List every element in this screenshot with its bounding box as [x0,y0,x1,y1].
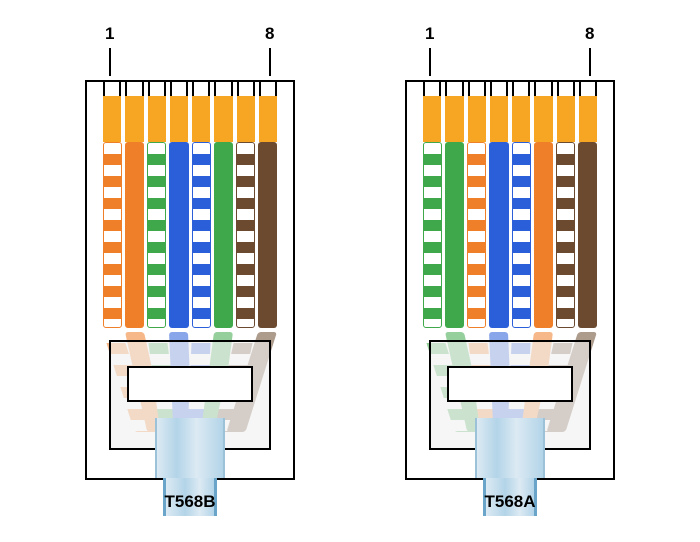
pin-contact [103,82,121,96]
gold-pin [214,96,232,142]
gold-pin [192,96,210,142]
wire-3 [467,142,486,328]
tick-1 [109,48,111,76]
wire-2 [445,142,464,328]
pin-contact [557,82,575,96]
pin-contact [423,82,441,96]
wire-solid [534,142,553,328]
pin-contact [534,82,552,96]
gold-pin [490,96,508,142]
gold-pin-row [103,96,277,142]
wire-1 [103,142,122,328]
wire-1 [423,142,442,328]
wire-4 [489,142,508,328]
connector-t568b: 1 8 T568B [75,20,305,512]
gold-pin [423,96,441,142]
gold-pin [148,96,166,142]
pin-contact [192,82,210,96]
gold-pin [445,96,463,142]
gold-pin-row [423,96,597,142]
gold-pin [103,96,121,142]
wire-solid [169,142,188,328]
wire-5 [512,142,531,328]
wire-area [423,142,597,328]
pin-contact [468,82,486,96]
standard-label: T568A [395,492,625,512]
wire-striped [467,142,486,328]
pin-contact [170,82,188,96]
wire-solid [445,142,464,328]
cable-jacket [155,418,225,478]
gold-pin [259,96,277,142]
tick-8 [269,48,271,76]
pin-contact-row [103,82,277,96]
gold-pin [579,96,597,142]
wire-striped [512,142,531,328]
wire-3 [147,142,166,328]
pin-label-8: 8 [585,24,594,44]
pin-contact [148,82,166,96]
gold-pin [468,96,486,142]
pin-contact-row [423,82,597,96]
wire-7 [556,142,575,328]
wire-solid [125,142,144,328]
wire-striped [423,142,442,328]
rj45-plug [405,80,615,480]
gold-pin [557,96,575,142]
gold-pin [125,96,143,142]
pin-contact [237,82,255,96]
pin-contact [259,82,277,96]
pin-contact [125,82,143,96]
wire-striped [236,142,255,328]
wire-solid [578,142,597,328]
wire-8 [258,142,277,328]
wire-4 [169,142,188,328]
wire-striped [192,142,211,328]
wire-6 [534,142,553,328]
wire-striped [147,142,166,328]
gold-pin [237,96,255,142]
wire-area [103,142,277,328]
wire-5 [192,142,211,328]
wire-8 [578,142,597,328]
gold-pin [170,96,188,142]
wire-2 [125,142,144,328]
wire-solid [214,142,233,328]
wire-7 [236,142,255,328]
pin-contact [445,82,463,96]
gold-pin [534,96,552,142]
pin-contact [214,82,232,96]
tick-8 [589,48,591,76]
pin-label-1: 1 [425,24,434,44]
standard-label: T568B [75,492,305,512]
pin-label-8: 8 [265,24,274,44]
wire-solid [258,142,277,328]
wire-striped [556,142,575,328]
cable-jacket [475,418,545,478]
wire-6 [214,142,233,328]
connector-t568a: 1 8 T568A [395,20,625,512]
pin-label-1: 1 [105,24,114,44]
clip-slot [447,366,573,402]
gold-pin [512,96,530,142]
tick-1 [429,48,431,76]
wire-striped [103,142,122,328]
pin-contact [579,82,597,96]
wire-solid [489,142,508,328]
clip-slot [127,366,253,402]
pin-contact [512,82,530,96]
pin-contact [490,82,508,96]
rj45-plug [85,80,295,480]
